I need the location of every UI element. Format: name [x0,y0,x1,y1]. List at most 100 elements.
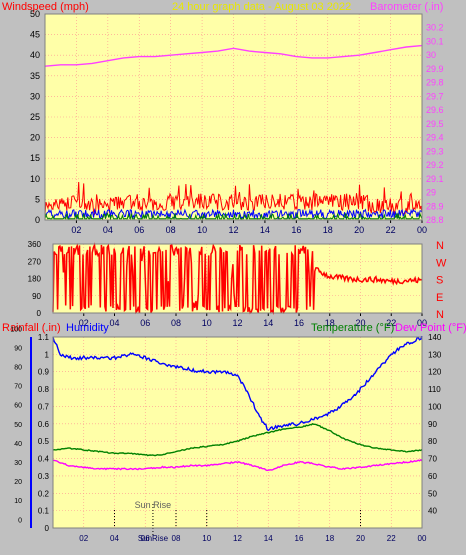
x-tick-label: 02 [79,318,89,328]
windspeed-label: Windspeed (mph) [2,1,89,13]
y-tick-label-right: 29.8 [426,78,444,88]
y-tick-label-outer: 10 [14,498,22,505]
compass-label: E [436,292,443,304]
x-tick-label: 02 [79,534,88,543]
x-tick-label: 00 [417,318,427,328]
y-tick-label-left: 0.4 [38,455,50,464]
y-tick-label-right: 29.6 [426,105,444,115]
humidity-series [52,335,423,432]
y-tick-label-left: 30 [30,91,40,101]
x-tick-label: 06 [141,534,150,543]
compass-label: W [436,257,447,269]
sunrise-axis-label: SunRise [138,534,169,543]
y-tick-label-right: 29 [426,188,436,198]
y-tick-label-left: 0 [35,215,40,225]
plot-border [52,336,423,529]
y-tick-label-right: 140 [428,333,442,342]
graph-title: 24 hour graph data - August 03 2022 [172,1,351,13]
x-tick-label: 04 [110,534,119,543]
y-tick-label-right: 90 [428,420,437,429]
y-tick-label-right: 120 [428,368,442,377]
y-tick-label-left: 35 [30,71,40,81]
x-tick-label: 22 [386,318,396,328]
y-tick-label-outer: 80 [14,365,22,372]
x-tick-label: 16 [295,534,304,543]
y-tick-label-outer: 70 [14,384,22,391]
barometer-series [44,44,423,67]
rain-humidity-temp-panel: 010203040506070809010000.10.20.30.40.50.… [10,326,442,543]
y-tick-label-right: 60 [428,472,437,481]
y-tick-label-left: 0.9 [38,368,50,377]
y-tick-label-left: 50 [30,9,40,19]
x-tick-label: 12 [233,534,242,543]
x-tick-label: 08 [172,534,181,543]
wind-direction-series [52,242,423,315]
y-tick-label: 270 [28,257,42,266]
y-tick-label-right: 30.1 [426,36,444,46]
y-tick-label-outer: 60 [14,403,22,410]
y-tick-label-outer: 30 [14,460,22,467]
y-tick-label-left: 25 [30,112,40,122]
wind-barometer-panel: 0 5 10 15 20 25 30 35 40 45 50 28.8 28.9 29 29.1 29.2 29… [30,9,444,235]
x-tick-label: 18 [325,318,335,328]
x-tick-label: 22 [386,225,396,235]
temperature-label: Temperature (°F) [311,322,394,334]
x-tick-label: 18 [323,225,333,235]
y-tick-label-right: 40 [428,507,437,516]
y-tick-label-outer: 90 [14,345,22,352]
compass-label: S [436,275,443,287]
y-tick-label-right: 29.5 [426,119,444,129]
plot-border [44,13,423,221]
y-tick-label-right: 28.8 [426,215,444,225]
x-tick-label: 18 [325,534,334,543]
y-tick-label-right: 28.9 [426,201,444,211]
y-tick-label-right: 29.3 [426,146,444,156]
x-tick-label: 20 [355,318,365,328]
x-tick-label: 12 [228,225,238,235]
y-tick-label-right: 100 [428,402,442,411]
y-tick-label-outer: 20 [14,479,22,486]
y-tick-label-right: 30 [426,50,436,60]
y-tick-label-right: 29.7 [426,91,444,101]
humidity-label: Humidity [66,322,109,334]
x-tick-label: 12 [232,318,242,328]
y-tick-label-outer: 100 [10,326,22,333]
x-tick-label: 10 [202,534,211,543]
temperature-series [52,422,423,457]
x-tick-label: 06 [140,318,150,328]
y-tick-label-right: 29.1 [426,174,444,184]
y-tick-label-left: 0 [45,524,50,533]
x-tick-label: 00 [418,534,427,543]
compass-label: N [436,309,444,321]
gust-series [44,181,423,216]
dewpoint-label: Dew Point (°F) [395,322,466,334]
y-tick-label-left: 40 [30,50,40,60]
compass-label: N [436,240,444,252]
x-tick-label: 06 [134,225,144,235]
y-tick-label-right: 29.2 [426,160,444,170]
y-tick-label: 0 [37,309,42,318]
wind-low-series [44,212,423,221]
x-tick-label: 10 [202,318,212,328]
y-tick-label-outer: 40 [14,441,22,448]
plot-border [52,243,423,314]
x-tick-label: 08 [171,318,181,328]
barometer-label: Barometer (.in) [370,1,443,13]
y-tick-label-right: 30.2 [426,23,444,33]
y-tick-label-right: 110 [428,385,441,394]
x-tick-label: 16 [294,318,304,328]
y-tick-label: 360 [28,240,42,249]
x-tick-label: 10 [197,225,207,235]
y-tick-label-outer: 50 [14,422,22,429]
y-tick-label-left: 1 [45,350,50,359]
dewpoint-series [52,458,423,472]
y-tick-label-left: 0.2 [38,489,50,498]
y-tick-label-left: 45 [30,30,40,40]
x-tick-label: 08 [166,225,176,235]
y-tick-label-right: 29.4 [426,133,444,143]
y-tick-label-left: 5 [35,194,40,204]
x-tick-label: 14 [263,318,273,328]
rainfall-label: Rainfall (.in) [2,322,61,334]
